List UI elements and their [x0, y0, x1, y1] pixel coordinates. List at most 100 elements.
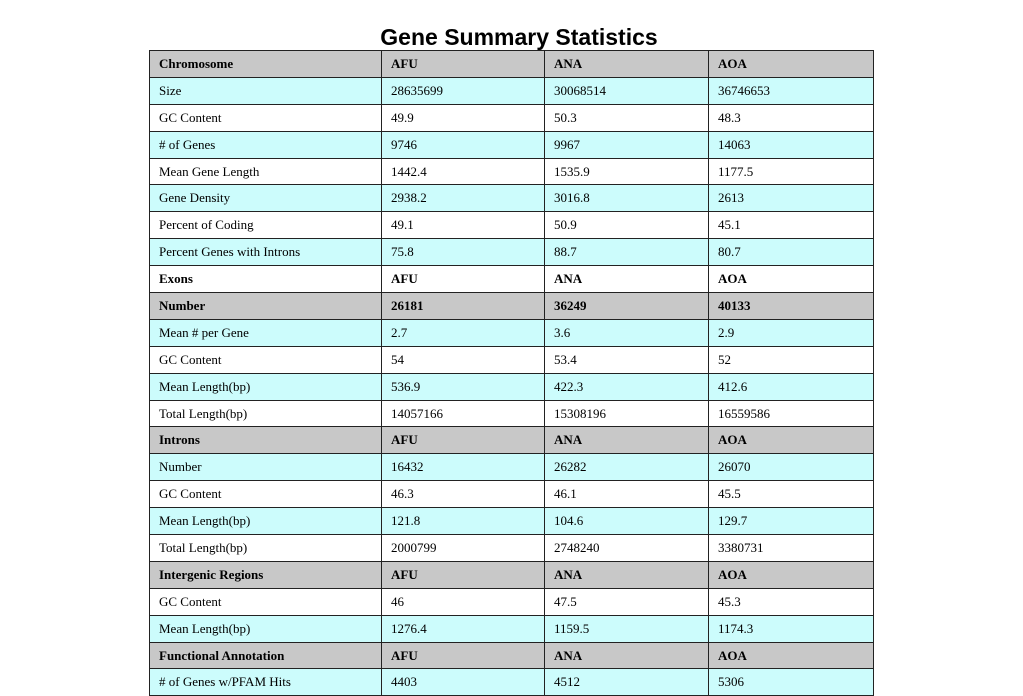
table-row: Chromosome AFU ANA AOA — [149, 50, 874, 78]
value-cell: 45.5 — [708, 480, 874, 509]
row-label-cell: Exons — [149, 265, 382, 294]
table-row: Gene Density 2938.2 3016.8 2613 — [149, 184, 874, 213]
table-row: GC Content 49.9 50.3 48.3 — [149, 103, 874, 132]
value-cell: 88.7 — [544, 238, 709, 267]
table-row: # of Genes w/PFAM Hits 4403 4512 5306 — [149, 668, 874, 696]
row-label-cell: Number — [149, 292, 382, 320]
value-cell: 48.3 — [708, 103, 874, 132]
value-cell: 45.3 — [708, 587, 874, 616]
value-cell: 1535.9 — [544, 157, 709, 186]
value-cell: 46 — [381, 587, 545, 616]
row-label-cell: Mean Gene Length — [149, 157, 382, 186]
table-row: Exons AFU ANA AOA — [149, 265, 874, 294]
row-label-cell: Mean # per Gene — [149, 318, 382, 347]
row-label-cell: Total Length(bp) — [149, 534, 382, 562]
table-row: Number 26181 36249 40133 — [149, 292, 874, 320]
value-cell: 2.7 — [381, 318, 545, 347]
value-cell: 2938.2 — [381, 184, 545, 213]
value-cell: 1174.3 — [708, 614, 874, 643]
value-cell: 53.4 — [544, 345, 709, 374]
value-cell: 28635699 — [381, 76, 545, 105]
value-cell: 30068514 — [544, 76, 709, 105]
row-label-cell: Mean Length(bp) — [149, 372, 382, 401]
table-row: # of Genes 9746 9967 14063 — [149, 130, 874, 159]
row-label-cell: Percent of Coding — [149, 211, 382, 240]
value-cell: 121.8 — [381, 507, 545, 536]
value-cell: ANA — [544, 560, 709, 589]
table-row: Mean Length(bp) 1276.4 1159.5 1174.3 — [149, 614, 874, 643]
table-row: GC Content 54 53.4 52 — [149, 345, 874, 374]
value-cell: AFU — [381, 560, 545, 589]
value-cell: 1276.4 — [381, 614, 545, 643]
value-cell: 40133 — [708, 292, 874, 320]
value-cell: 129.7 — [708, 507, 874, 536]
value-cell: 14057166 — [381, 399, 545, 428]
value-cell: 15308196 — [544, 399, 709, 428]
row-label-cell: Gene Density — [149, 184, 382, 213]
value-cell: AOA — [708, 426, 874, 455]
value-cell: AFU — [381, 50, 545, 78]
value-cell: 14063 — [708, 130, 874, 159]
value-cell: 26070 — [708, 453, 874, 482]
value-cell: 47.5 — [544, 587, 709, 616]
value-cell: 3.6 — [544, 318, 709, 347]
value-cell: 26181 — [381, 292, 545, 320]
row-label-cell: GC Content — [149, 345, 382, 374]
value-cell: 9746 — [381, 130, 545, 159]
value-cell: 1177.5 — [708, 157, 874, 186]
page-title: Gene Summary Statistics — [380, 24, 658, 50]
value-cell: 52 — [708, 345, 874, 374]
value-cell: 49.9 — [381, 103, 545, 132]
value-cell: AFU — [381, 641, 545, 670]
row-label-cell: Mean Length(bp) — [149, 507, 382, 536]
value-cell: 50.3 — [544, 103, 709, 132]
value-cell: ANA — [544, 50, 709, 78]
table-row: Mean Length(bp) 121.8 104.6 129.7 — [149, 507, 874, 536]
value-cell: AOA — [708, 560, 874, 589]
value-cell: 2613 — [708, 184, 874, 213]
value-cell: 2748240 — [544, 534, 709, 562]
value-cell: AOA — [708, 50, 874, 78]
value-cell: ANA — [544, 641, 709, 670]
value-cell: 104.6 — [544, 507, 709, 536]
gene-statistics-table: Chromosome AFU ANA AOA Size 28635699 30068514 3… — [149, 50, 874, 696]
row-label-cell: GC Content — [149, 480, 382, 509]
row-label-cell: GC Content — [149, 587, 382, 616]
table-row: Mean # per Gene 2.7 3.6 2.9 — [149, 318, 874, 347]
value-cell: 9967 — [544, 130, 709, 159]
value-cell: ANA — [544, 426, 709, 455]
table-row: Total Length(bp) 14057166 15308196 16559586 — [149, 399, 874, 428]
value-cell: 422.3 — [544, 372, 709, 401]
table-row: Mean Gene Length 1442.4 1535.9 1177.5 — [149, 157, 874, 186]
value-cell: 36249 — [544, 292, 709, 320]
value-cell: AFU — [381, 265, 545, 294]
table-row: Percent Genes with Introns 75.8 88.7 80.7 — [149, 238, 874, 267]
value-cell: 16559586 — [708, 399, 874, 428]
value-cell: 3016.8 — [544, 184, 709, 213]
row-label-cell: Total Length(bp) — [149, 399, 382, 428]
value-cell: AFU — [381, 426, 545, 455]
value-cell: 75.8 — [381, 238, 545, 267]
table-row: GC Content 46.3 46.1 45.5 — [149, 480, 874, 509]
value-cell: 54 — [381, 345, 545, 374]
value-cell: 2.9 — [708, 318, 874, 347]
row-label-cell: Introns — [149, 426, 382, 455]
value-cell: 80.7 — [708, 238, 874, 267]
value-cell: 4403 — [381, 668, 545, 696]
table-row: Functional Annotation AFU ANA AOA — [149, 641, 874, 670]
value-cell: 1442.4 — [381, 157, 545, 186]
value-cell: 50.9 — [544, 211, 709, 240]
value-cell: 412.6 — [708, 372, 874, 401]
row-label-cell: Size — [149, 76, 382, 105]
value-cell: 1159.5 — [544, 614, 709, 643]
value-cell: AOA — [708, 641, 874, 670]
value-cell: 2000799 — [381, 534, 545, 562]
row-label-cell: GC Content — [149, 103, 382, 132]
value-cell: 49.1 — [381, 211, 545, 240]
table-row: Intergenic Regions AFU ANA AOA — [149, 560, 874, 589]
value-cell: 4512 — [544, 668, 709, 696]
value-cell: 16432 — [381, 453, 545, 482]
table-body: Chromosome AFU ANA AOA Size 28635699 30068514 3… — [149, 50, 874, 696]
value-cell: 536.9 — [381, 372, 545, 401]
table-row: Mean Length(bp) 536.9 422.3 412.6 — [149, 372, 874, 401]
